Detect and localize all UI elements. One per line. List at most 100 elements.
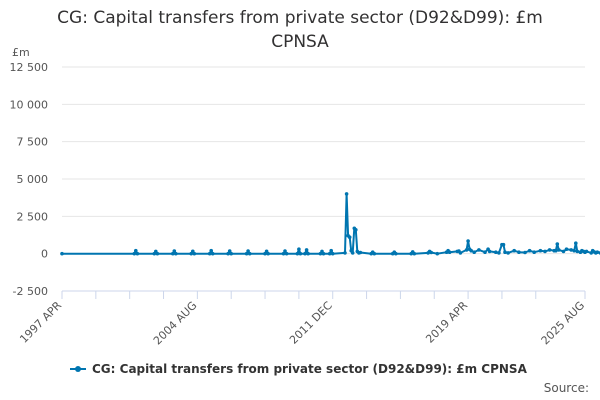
data-point [247, 251, 252, 256]
data-point [174, 251, 178, 256]
data-point [584, 249, 589, 254]
data-point [209, 248, 213, 253]
data-point [135, 251, 140, 256]
data-point [523, 250, 527, 255]
data-point [435, 251, 440, 256]
data-point [266, 251, 270, 256]
data-point [244, 251, 249, 256]
x-axis: 1997 APR 2004 AUG 2011 DEC 2019 APR 2025 AUG [17, 290, 588, 348]
data-point [494, 250, 498, 254]
data-point [306, 251, 310, 256]
data-point [497, 251, 501, 255]
data-point [227, 249, 232, 253]
source-label: Source: [543, 381, 589, 395]
data-point [207, 251, 212, 256]
x-tick-label: 1997 APR [17, 299, 64, 346]
y-tick-label: 12 500 [10, 61, 49, 74]
data-point [555, 242, 560, 246]
x-tick-label: 2011 DEC [287, 299, 335, 347]
data-point [60, 251, 64, 256]
data-point [281, 251, 286, 256]
data-point [171, 251, 175, 256]
x-tick-label: 2019 APR [423, 299, 470, 346]
data-point [429, 250, 434, 255]
data-point [532, 250, 536, 254]
x-tick-label: 2004 AUG [151, 299, 200, 348]
data-point [132, 251, 137, 256]
data-point [458, 251, 463, 255]
data-point [483, 250, 487, 254]
data-point [543, 249, 547, 254]
data-point [412, 251, 417, 256]
chart-title-line-2: CPNSA [271, 32, 329, 52]
data-point [506, 251, 510, 255]
data-point [517, 250, 521, 254]
data-point [538, 248, 543, 253]
series-line [61, 192, 600, 255]
data-point [512, 248, 516, 253]
data-point [134, 248, 138, 253]
data-point [344, 192, 349, 196]
data-point [501, 242, 506, 247]
data-point [343, 251, 347, 255]
data-point [447, 250, 452, 254]
data-point [210, 251, 215, 256]
data-point [572, 248, 576, 253]
data-point [469, 248, 474, 253]
y-axis: 12 500 10 000 7 500 5 000 2 500 0 -2 500 [10, 61, 49, 298]
legend[interactable]: CG: Capital transfers from private secto… [70, 362, 527, 376]
y-tick-label: 7 500 [17, 136, 49, 149]
y-tick-label: 0 [41, 248, 48, 261]
data-point [295, 251, 300, 256]
plot-area [60, 192, 600, 256]
data-point [298, 251, 303, 256]
data-point [327, 251, 332, 256]
y-tick-label: 5 000 [17, 173, 49, 186]
data-point [472, 250, 477, 254]
data-point [574, 241, 578, 245]
legend-label: CG: Capital transfers from private secto… [92, 362, 527, 376]
data-point [547, 248, 552, 252]
data-point [297, 247, 301, 251]
data-point [329, 248, 334, 253]
data-point [283, 249, 287, 253]
legend-swatch-icon [70, 365, 86, 373]
y-axis-label: £m [12, 46, 30, 59]
data-point [564, 247, 569, 251]
data-point [226, 251, 230, 256]
data-point [354, 228, 358, 232]
data-point [284, 251, 289, 256]
data-point [477, 248, 481, 252]
y-tick-label: 2 500 [17, 210, 49, 223]
data-point [372, 251, 377, 256]
data-point [527, 248, 532, 253]
y-tick-label: -2 500 [13, 285, 48, 298]
data-point [561, 249, 566, 254]
data-point [557, 248, 561, 252]
gridlines [62, 66, 585, 292]
data-point [394, 251, 398, 256]
y-tick-label: 10 000 [10, 98, 49, 111]
data-point [303, 251, 307, 256]
data-point [569, 248, 573, 252]
data-point [321, 251, 326, 256]
data-point [487, 249, 492, 254]
data-point [155, 251, 160, 256]
data-point [350, 251, 355, 255]
chart-title-line-1: CG: Capital transfers from private secto… [57, 8, 543, 28]
data-point [229, 251, 233, 256]
data-point [246, 249, 250, 253]
data-point [172, 249, 177, 253]
data-point [192, 251, 197, 256]
data-point [466, 239, 470, 243]
data-point [595, 250, 600, 254]
data-point [554, 248, 558, 253]
chart-title: CG: Capital transfers from private secto… [0, 6, 600, 54]
data-point [358, 250, 363, 255]
data-point [503, 250, 507, 254]
data-point [304, 248, 309, 252]
data-point [575, 249, 580, 254]
data-point [330, 251, 335, 256]
x-tick-label: 2025 AUG [539, 299, 588, 348]
